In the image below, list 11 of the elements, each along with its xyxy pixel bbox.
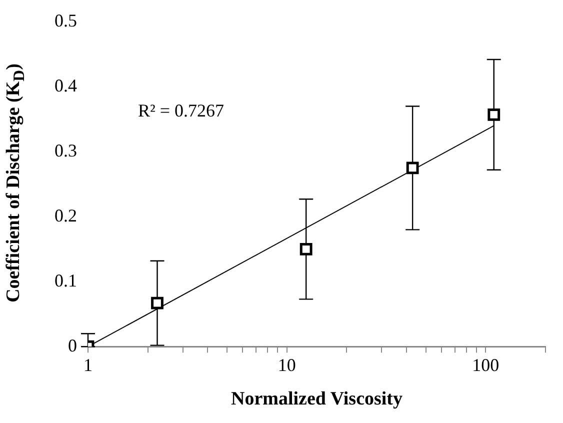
annotation: R² = 0.7267 <box>138 100 224 121</box>
y-tick-label: 0.4 <box>54 75 77 96</box>
y-tick-label: 0.3 <box>54 140 77 160</box>
x-tick-label: 10 <box>278 355 296 376</box>
x-tick-label: 100 <box>472 355 500 376</box>
x-axis-title: Normalized Viscosity <box>230 388 403 410</box>
x-tick-label: 1 <box>84 355 92 376</box>
y-tick-label: 0.5 <box>54 10 77 31</box>
y-tick-label: 0.2 <box>54 205 77 226</box>
y-tick-label: 0 <box>68 335 77 356</box>
y-tick-label: 0.1 <box>54 270 77 290</box>
